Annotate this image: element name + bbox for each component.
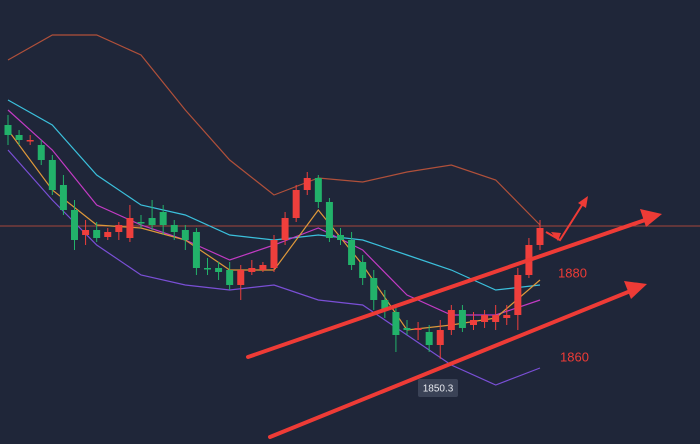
candle-body (215, 268, 223, 272)
candle-body (514, 275, 522, 315)
candle-body (237, 270, 245, 285)
candle-body (370, 278, 378, 300)
candle-body (403, 328, 411, 330)
candle-body (115, 225, 123, 232)
candle-body (303, 178, 311, 190)
candle-body (226, 270, 234, 285)
candle-body (281, 218, 289, 240)
candle-body (270, 240, 278, 268)
candle-body (48, 160, 56, 190)
candle-body (292, 190, 300, 218)
candle-body (325, 202, 333, 238)
level-label: 1860 (560, 349, 589, 364)
candle-body (204, 268, 211, 270)
candle-body (381, 300, 389, 310)
candle-body (337, 235, 344, 240)
arrow-head (624, 281, 647, 299)
plot-area (0, 34, 700, 386)
level-label: 1880 (558, 265, 587, 280)
candle-body (4, 125, 12, 135)
candle-body (181, 230, 189, 240)
candle-body (259, 265, 267, 270)
candle-body (26, 140, 34, 142)
candle-body (314, 178, 322, 202)
candle-body (436, 330, 444, 345)
candle-body (159, 212, 167, 225)
candle-body (82, 230, 90, 235)
candle-body (170, 225, 178, 232)
candle-body (59, 185, 67, 210)
candle-body (37, 145, 45, 160)
candle-body (148, 218, 156, 225)
arrow-head (551, 232, 561, 241)
candle-body (126, 218, 134, 238)
trend-arrow (246, 217, 650, 359)
candle-body (348, 240, 356, 265)
annotations: 1880 1860 1850.3 (246, 196, 662, 439)
candle-body (104, 232, 112, 237)
candle-body (447, 310, 455, 330)
candle-body (248, 268, 256, 272)
candle-body (536, 228, 544, 245)
candle-body (392, 312, 400, 335)
candle-body (15, 135, 23, 140)
candle-body (481, 315, 489, 322)
candle-body (425, 332, 433, 345)
candle-body (492, 315, 500, 322)
indicator-line (7, 34, 541, 226)
low-label-box (418, 379, 458, 397)
arrow-head (578, 196, 588, 208)
arrow-head (640, 209, 662, 227)
candle-body (458, 310, 466, 328)
candle-body (71, 210, 78, 240)
candle-body (503, 315, 511, 318)
forecast-arrow (545, 201, 585, 242)
candle-body (470, 320, 477, 325)
candle-body (359, 262, 367, 278)
candle-body (192, 232, 200, 268)
low-label: 1850.3 (423, 384, 454, 395)
trend-arrow (268, 288, 635, 439)
candle-body (137, 222, 145, 224)
candle-body (414, 328, 422, 330)
candle-body (93, 230, 101, 238)
